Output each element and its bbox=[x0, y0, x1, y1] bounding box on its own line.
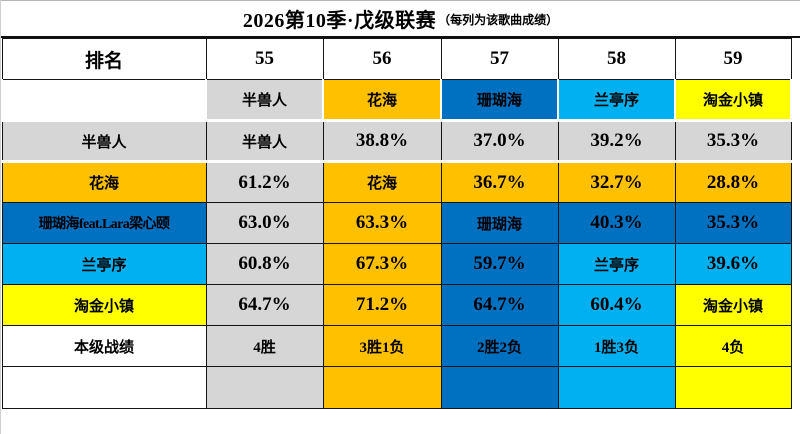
header-rank[interactable]: 排名 bbox=[1, 38, 207, 80]
window-rounded-corner bbox=[786, 420, 800, 434]
row-record-cell-4[interactable]: 1胜3负 bbox=[557, 325, 676, 367]
row-record-cell-2[interactable]: 3胜1负 bbox=[322, 325, 442, 367]
row-shanhuhai-cell-1[interactable]: 63.0% bbox=[205, 202, 324, 244]
header-col-56[interactable]: 56 bbox=[322, 38, 442, 80]
row-colorbar-cell-0[interactable] bbox=[1, 366, 207, 409]
song-header-row-cell-5[interactable]: 淘金小镇 bbox=[674, 79, 792, 122]
row-colorbar-cell-4[interactable] bbox=[557, 366, 676, 409]
row-shanhuhai-cell-4[interactable]: 40.3% bbox=[557, 202, 676, 244]
row-colorbar-cell-5[interactable] bbox=[674, 366, 792, 409]
row-taojinxiaozhen-cell-1[interactable]: 64.7% bbox=[205, 284, 324, 326]
league-subtitle: （每列为该歌曲成绩） bbox=[438, 13, 559, 27]
row-lantingxu: 兰亭序 60.8% 67.3% 59.7% 兰亭序 39.6% bbox=[1, 243, 792, 285]
row-taojinxiaozhen-cell-0[interactable]: 淘金小镇 bbox=[1, 284, 207, 326]
row-banshouren-cell-2[interactable]: 38.8% bbox=[322, 120, 442, 163]
league-table: 排名 55 56 57 58 59 半兽人 花海 珊瑚海 兰亭序 淘金小镇 半兽人 半兽人 3… bbox=[1, 38, 792, 409]
header-col-59[interactable]: 59 bbox=[674, 38, 792, 80]
row-lantingxu-cell-0[interactable]: 兰亭序 bbox=[1, 243, 207, 285]
header-col-57[interactable]: 57 bbox=[440, 38, 559, 80]
row-huahai: 花海 61.2% 花海 36.7% 32.7% 28.8% bbox=[1, 161, 792, 203]
row-colorbar bbox=[1, 366, 792, 409]
row-banshouren-cell-3[interactable]: 37.0% bbox=[440, 120, 559, 163]
row-record-cell-3[interactable]: 2胜2负 bbox=[440, 325, 559, 367]
row-taojinxiaozhen-cell-5[interactable]: 淘金小镇 bbox=[674, 284, 792, 326]
row-lantingxu-cell-4[interactable]: 兰亭序 bbox=[557, 243, 676, 285]
row-huahai-cell-3[interactable]: 36.7% bbox=[440, 161, 559, 203]
rank-header-row: 排名 55 56 57 58 59 bbox=[1, 38, 792, 80]
song-header-row-cell-2[interactable]: 花海 bbox=[322, 79, 442, 122]
row-shanhuhai-cell-5[interactable]: 35.3% bbox=[674, 202, 792, 244]
row-lantingxu-cell-1[interactable]: 60.8% bbox=[205, 243, 324, 285]
header-col-58[interactable]: 58 bbox=[557, 38, 676, 80]
row-lantingxu-cell-3[interactable]: 59.7% bbox=[440, 243, 559, 285]
row-taojinxiaozhen-cell-3[interactable]: 64.7% bbox=[440, 284, 559, 326]
row-colorbar-cell-3[interactable] bbox=[440, 366, 559, 409]
page-title: 2026第10季·戊级联赛 （每列为该歌曲成绩） bbox=[1, 0, 800, 38]
row-huahai-cell-4[interactable]: 32.7% bbox=[557, 161, 676, 203]
row-lantingxu-cell-5[interactable]: 39.6% bbox=[674, 243, 792, 285]
row-taojinxiaozhen: 淘金小镇 64.7% 71.2% 64.7% 60.4% 淘金小镇 bbox=[1, 284, 792, 326]
row-taojinxiaozhen-cell-2[interactable]: 71.2% bbox=[322, 284, 442, 326]
row-banshouren: 半兽人 半兽人 38.8% 37.0% 39.2% 35.3% bbox=[1, 120, 792, 163]
row-huahai-cell-1[interactable]: 61.2% bbox=[205, 161, 324, 203]
song-header-row-cell-1[interactable]: 半兽人 bbox=[205, 79, 324, 122]
league-title: 2026第10季·戊级联赛 bbox=[242, 10, 437, 32]
row-shanhuhai-cell-0[interactable]: 珊瑚海feat.Lara梁心颐 bbox=[1, 202, 207, 244]
row-banshouren-cell-0[interactable]: 半兽人 bbox=[1, 120, 207, 163]
row-huahai-cell-2[interactable]: 花海 bbox=[322, 161, 442, 203]
row-shanhuhai-cell-2[interactable]: 63.3% bbox=[322, 202, 442, 244]
song-header-row-cell-4[interactable]: 兰亭序 bbox=[557, 79, 676, 122]
song-header-row-cell-3[interactable]: 珊瑚海 bbox=[440, 79, 559, 122]
row-huahai-cell-5[interactable]: 28.8% bbox=[674, 161, 792, 203]
row-record-cell-1[interactable]: 4胜 bbox=[205, 325, 324, 367]
row-huahai-cell-0[interactable]: 花海 bbox=[1, 161, 207, 203]
row-record-cell-5[interactable]: 4负 bbox=[674, 325, 792, 367]
row-banshouren-cell-4[interactable]: 39.2% bbox=[557, 120, 676, 163]
row-banshouren-cell-1[interactable]: 半兽人 bbox=[205, 120, 324, 163]
row-record: 本级战绩 4胜 3胜1负 2胜2负 1胜3负 4负 bbox=[1, 325, 792, 367]
header-col-55[interactable]: 55 bbox=[205, 38, 324, 80]
row-banshouren-cell-5[interactable]: 35.3% bbox=[674, 120, 792, 163]
row-lantingxu-cell-2[interactable]: 67.3% bbox=[322, 243, 442, 285]
row-shanhuhai: 珊瑚海feat.Lara梁心颐 63.0% 63.3% 珊瑚海 40.3% 35.3% bbox=[1, 202, 792, 244]
row-taojinxiaozhen-cell-4[interactable]: 60.4% bbox=[557, 284, 676, 326]
song-header-row: 半兽人 花海 珊瑚海 兰亭序 淘金小镇 bbox=[1, 79, 792, 122]
row-colorbar-cell-2[interactable] bbox=[322, 366, 442, 409]
song-header-row-cell-0[interactable] bbox=[1, 79, 207, 122]
row-shanhuhai-cell-3[interactable]: 珊瑚海 bbox=[440, 202, 559, 244]
row-record-cell-0[interactable]: 本级战绩 bbox=[1, 325, 207, 367]
row-colorbar-cell-1[interactable] bbox=[205, 366, 324, 409]
